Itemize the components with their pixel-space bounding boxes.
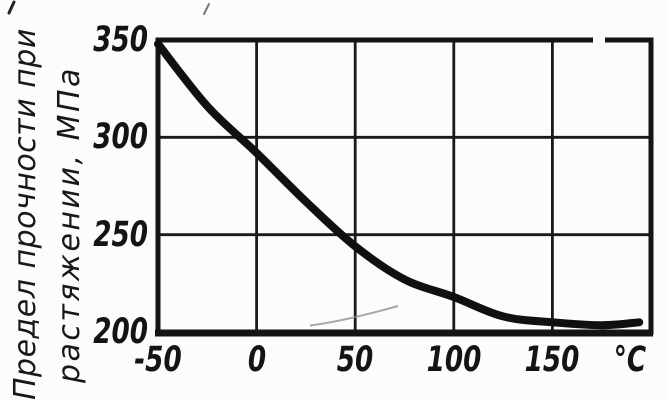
y-tick-300: 300 — [93, 117, 148, 158]
x-tick-neg50: -50 — [134, 340, 182, 380]
x-tick-0: 0 — [247, 340, 266, 380]
scan-gap-top-border — [593, 34, 605, 45]
x-tick-100: 100 — [426, 340, 482, 380]
x-axis-unit-label: °C — [613, 340, 647, 380]
scan-speck-icon — [7, 0, 16, 15]
data-curve — [154, 39, 644, 330]
y-axis-title-line1: Предел прочности при — [8, 28, 43, 400]
plot-frame — [155, 37, 654, 335]
grid-lines — [156, 38, 651, 334]
y-tick-200: 200 — [93, 312, 148, 352]
x-tick-150: 150 — [524, 340, 580, 380]
y-tick-250: 250 — [93, 214, 148, 255]
scan-artifact-arc — [309, 305, 399, 327]
x-tick-50: 50 — [336, 340, 374, 380]
y-tick-350: 350 — [93, 20, 148, 60]
scan-speck-icon — [203, 3, 210, 15]
